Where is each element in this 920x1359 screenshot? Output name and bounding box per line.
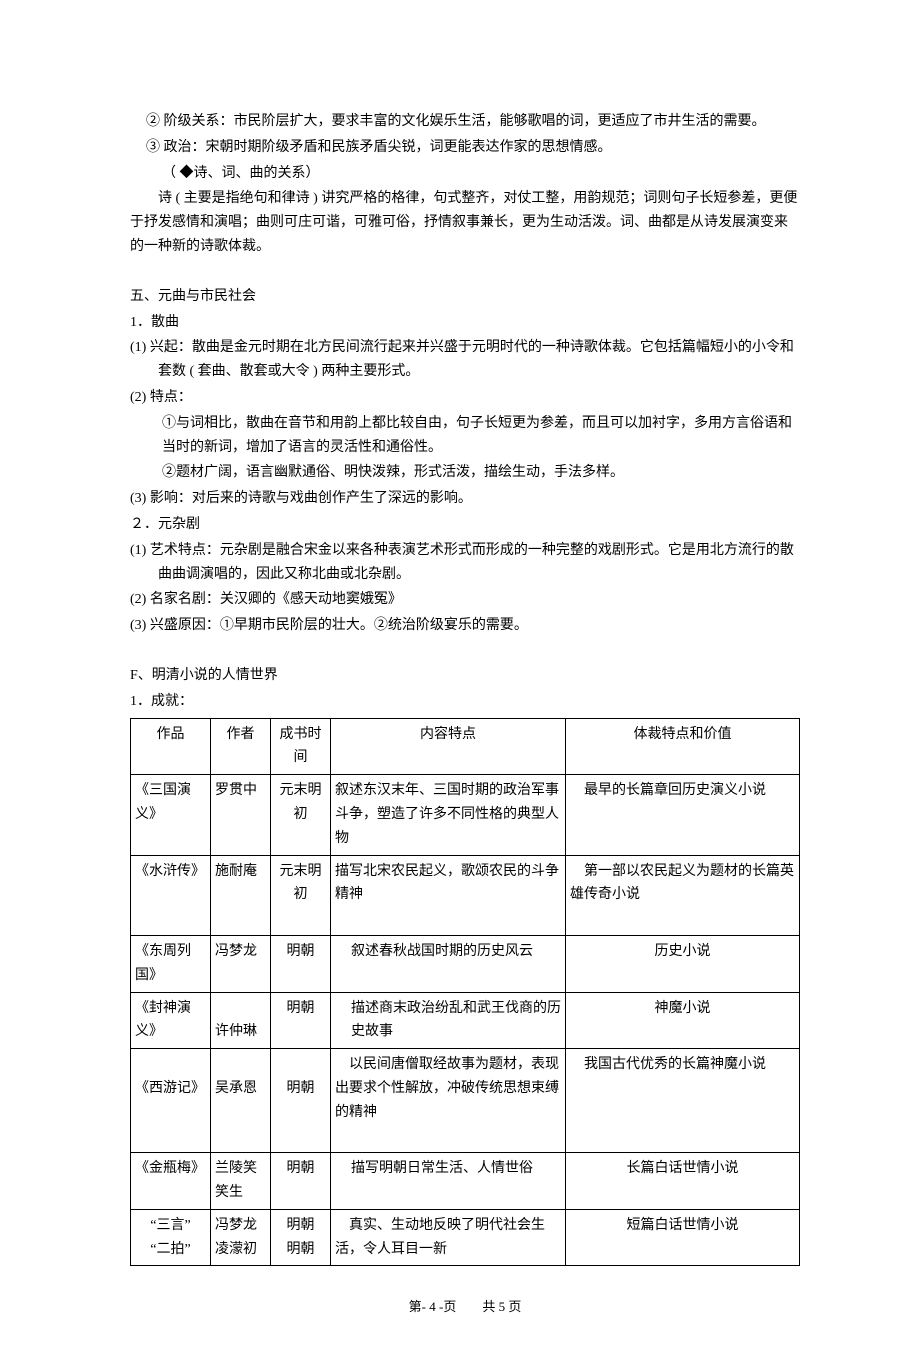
page-footer: 第- 4 -页 共 5 页 <box>130 1296 800 1318</box>
cell-value: 第一部以农民起义为题材的长篇英雄传奇小说 <box>566 855 800 935</box>
table-row: 《封神演义》 许仲琳明朝描述商末政治纷乱和武王伐商的历史故事神魔小说 <box>131 992 800 1049</box>
cell-time: 明朝 <box>271 1153 331 1210</box>
cell-content: 以民间唐僧取经故事为题材，表现出要求个性解放，冲破传统思想束缚的精神 <box>331 1049 566 1153</box>
paragraph: ③ 政治：宋朝时期阶级矛盾和民族矛盾尖锐，词更能表达作家的思想情感。 <box>130 136 800 160</box>
subsection: 1．成就： <box>130 690 800 714</box>
th-value: 体裁特点和价值 <box>566 718 800 775</box>
item: (2) 名家名剧：关汉卿的《感天动地窦娥冤》 <box>130 588 800 612</box>
table-row: 《水浒传》施耐庵元末明初描写北宋农民起义，歌颂农民的斗争精神 第一部以农民起义为… <box>131 855 800 935</box>
item: (3) 影响：对后来的诗歌与戏曲创作产生了深远的影响。 <box>130 487 800 511</box>
paragraph: ② 阶级关系：市民阶层扩大，要求丰富的文化娱乐生活，能够歌唱的词，更适应了市井生… <box>130 110 800 134</box>
cell-content: 描述商末政治纷乱和武王伐商的历史故事 <box>331 992 566 1049</box>
novels-table: 作品 作者 成书时间 内容特点 体裁特点和价值 《三国演义》罗贯中元末明初叙述东… <box>130 718 800 1267</box>
cell-work: 《东周列国》 <box>131 935 211 992</box>
cell-work: 《金瓶梅》 <box>131 1153 211 1210</box>
table-row: 《东周列国》冯梦龙明朝叙述春秋战国时期的历史风云历史小说 <box>131 935 800 992</box>
cell-author: 许仲琳 <box>211 992 271 1049</box>
cell-content: 叙述春秋战国时期的历史风云 <box>331 935 566 992</box>
table-row: 《西游记》 吴承恩 明朝 以民间唐僧取经故事为题材，表现出要求个性解放，冲破传统… <box>131 1049 800 1153</box>
cell-author: 罗贯中 <box>211 775 271 855</box>
th-author: 作者 <box>211 718 271 775</box>
cell-time: 明朝 <box>271 935 331 992</box>
subitem: ②题材广阔，语言幽默通俗、明快泼辣，形式活泼，描绘生动，手法多样。 <box>130 461 800 485</box>
paragraph: 诗 ( 主要是指绝句和律诗 ) 讲究严格的格律，句式整齐，对仗工整，用韵规范；词… <box>130 187 800 258</box>
cell-work: 《水浒传》 <box>131 855 211 935</box>
cell-value: 长篇白话世情小说 <box>566 1153 800 1210</box>
item: (1) 兴起：散曲是金元时期在北方民间流行起来并兴盛于元明时代的一种诗歌体裁。它… <box>130 336 800 384</box>
table-row: “三言” “二拍”冯梦龙 凌濛初明朝 明朝 真实、生动地反映了明代社会生活，令人… <box>131 1209 800 1266</box>
cell-time: 明朝 <box>271 992 331 1049</box>
item: (1) 艺术特点：元杂剧是融合宋金以来各种表演艺术形式而形成的一种完整的戏剧形式… <box>130 539 800 587</box>
cell-value: 最早的长篇章回历史演义小说 <box>566 775 800 855</box>
th-time: 成书时间 <box>271 718 331 775</box>
subsection: ２．元杂剧 <box>130 513 800 537</box>
cell-content: 真实、生动地反映了明代社会生活，令人耳目一新 <box>331 1209 566 1266</box>
th-content: 内容特点 <box>331 718 566 775</box>
cell-work: 《三国演义》 <box>131 775 211 855</box>
cell-work: “三言” “二拍” <box>131 1209 211 1266</box>
section-title: 五、元曲与市民社会 <box>130 285 800 309</box>
item: (3) 兴盛原因：①早期市民阶层的壮大。②统治阶级宴乐的需要。 <box>130 614 800 638</box>
cell-time: 明朝 <box>271 1049 331 1153</box>
section-title: F、明清小说的人情世界 <box>130 664 800 688</box>
paragraph: （ ◆诗、词、曲的关系） <box>130 162 800 186</box>
cell-value: 神魔小说 <box>566 992 800 1049</box>
cell-content: 描写北宋农民起义，歌颂农民的斗争精神 <box>331 855 566 935</box>
cell-time: 元末明初 <box>271 775 331 855</box>
cell-content: 描写明朝日常生活、人情世俗 <box>331 1153 566 1210</box>
cell-author: 冯梦龙 凌濛初 <box>211 1209 271 1266</box>
cell-value: 历史小说 <box>566 935 800 992</box>
cell-work: 《西游记》 <box>131 1049 211 1153</box>
item: (2) 特点： <box>130 386 800 410</box>
table-row: 《金瓶梅》兰陵笑笑生明朝描写明朝日常生活、人情世俗长篇白话世情小说 <box>131 1153 800 1210</box>
cell-author: 吴承恩 <box>211 1049 271 1153</box>
cell-author: 冯梦龙 <box>211 935 271 992</box>
cell-content: 叙述东汉末年、三国时期的政治军事斗争，塑造了许多不同性格的典型人物 <box>331 775 566 855</box>
cell-author: 兰陵笑笑生 <box>211 1153 271 1210</box>
cell-time: 明朝 明朝 <box>271 1209 331 1266</box>
cell-work: 《封神演义》 <box>131 992 211 1049</box>
cell-value: 短篇白话世情小说 <box>566 1209 800 1266</box>
table-header-row: 作品 作者 成书时间 内容特点 体裁特点和价值 <box>131 718 800 775</box>
cell-time: 元末明初 <box>271 855 331 935</box>
cell-value: 我国古代优秀的长篇神魔小说 <box>566 1049 800 1153</box>
table-row: 《三国演义》罗贯中元末明初叙述东汉末年、三国时期的政治军事斗争，塑造了许多不同性… <box>131 775 800 855</box>
subitem: ①与词相比，散曲在音节和用韵上都比较自由，句子长短更为参差，而且可以加衬字，多用… <box>130 412 800 460</box>
th-work: 作品 <box>131 718 211 775</box>
cell-author: 施耐庵 <box>211 855 271 935</box>
subsection: 1．散曲 <box>130 311 800 335</box>
